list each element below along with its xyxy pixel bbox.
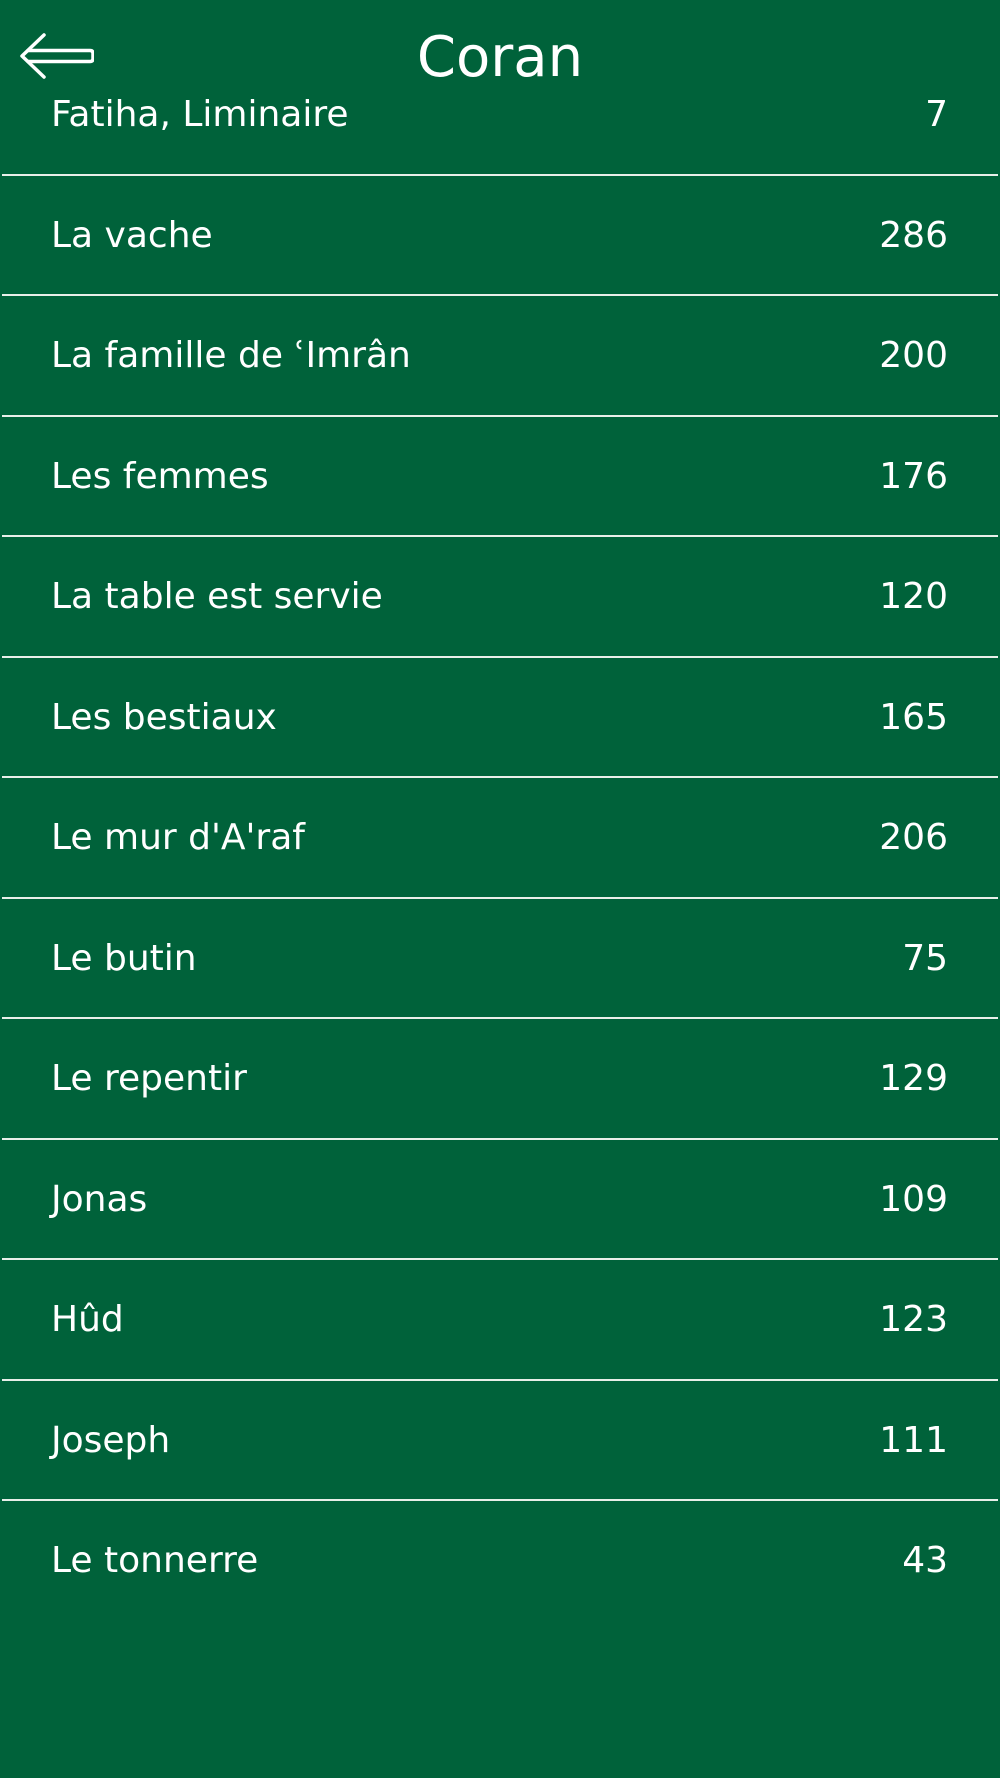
back-button[interactable]: [18, 30, 94, 82]
arrow-left-icon: [18, 30, 94, 82]
surah-row[interactable]: Les bestiaux 165: [2, 658, 998, 778]
surah-name: Fatiha, Liminaire: [51, 94, 349, 135]
surah-name: Le butin: [51, 937, 197, 979]
surah-row[interactable]: Joseph 111: [2, 1381, 998, 1501]
surah-row[interactable]: Le repentir 129: [2, 1019, 998, 1140]
surah-verse-count: 111: [879, 1419, 948, 1461]
surah-name: Les bestiaux: [51, 696, 277, 738]
surah-verse-count: 43: [902, 1540, 948, 1581]
surah-verse-count: 75: [902, 937, 948, 979]
surah-verse-count: 176: [879, 455, 948, 497]
surah-name: Jonas: [51, 1178, 148, 1220]
surah-name: Le mur d'A'raf: [51, 817, 305, 858]
surah-row[interactable]: Hûd 123: [2, 1260, 998, 1381]
surah-name: La vache: [51, 214, 213, 256]
surah-name: Joseph: [51, 1419, 171, 1461]
surah-verse-count: 165: [879, 696, 948, 738]
surah-verse-count: 200: [879, 335, 948, 376]
surah-name: Le tonnerre: [51, 1540, 259, 1581]
surah-row[interactable]: Le tonnerre 43: [2, 1501, 998, 1622]
surah-name: La table est servie: [51, 576, 383, 617]
surah-name: La famille de ʿImrân: [51, 335, 411, 376]
surah-verse-count: 123: [879, 1299, 948, 1340]
app-header: Coran: [0, 0, 1000, 120]
surah-verse-count: 109: [879, 1178, 948, 1220]
surah-row[interactable]: La table est servie 120: [2, 537, 998, 658]
surah-name: Le repentir: [51, 1058, 247, 1099]
surah-row[interactable]: Jonas 109: [2, 1140, 998, 1260]
surah-name: Hûd: [51, 1299, 124, 1340]
surah-verse-count: 286: [879, 214, 948, 256]
surah-name: Les femmes: [51, 455, 269, 497]
surah-verse-count: 120: [879, 576, 948, 617]
surah-verse-count: 129: [879, 1058, 948, 1099]
surah-row[interactable]: La vache 286: [2, 176, 998, 296]
page-title: Coran: [416, 25, 584, 90]
surah-verse-count: 7: [925, 94, 948, 135]
surah-row[interactable]: Le butin 75: [2, 899, 998, 1019]
surah-row[interactable]: Les femmes 176: [2, 417, 998, 537]
surah-row[interactable]: Fatiha, Liminaire 7: [2, 55, 998, 176]
surah-row[interactable]: Le mur d'A'raf 206: [2, 778, 998, 899]
surah-verse-count: 206: [879, 817, 948, 858]
surah-row[interactable]: La famille de ʿImrân 200: [2, 296, 998, 417]
surah-list: Fatiha, Liminaire 7 La vache 286 La fami…: [2, 55, 998, 1622]
